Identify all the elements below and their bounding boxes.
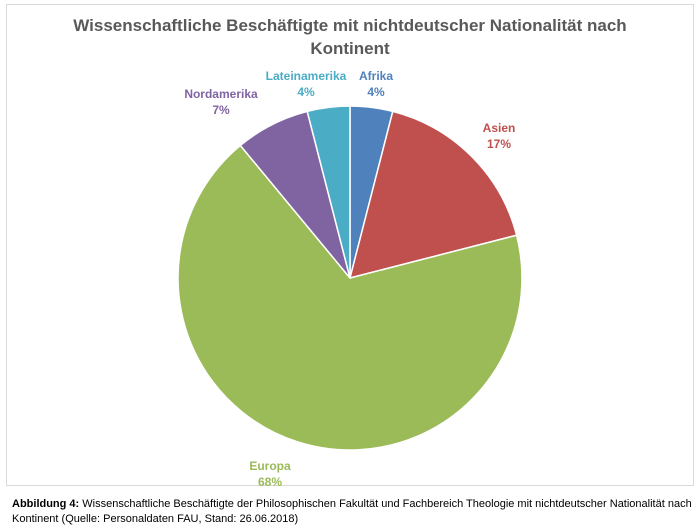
caption-label: Abbildung 4: [12, 498, 80, 510]
chart-title-line-1: Wissenschaftliche Beschäftigte mit nicht… [73, 16, 627, 35]
caption-text: Wissenschaftliche Beschäftigte der Philo… [12, 498, 692, 525]
pie-label-value: 4% [367, 85, 385, 99]
pie-chart: Afrika 4% Asien 17% Europa 68% Nordamerika 7% La… [177, 69, 523, 489]
figure-caption: Abbildung 4: Wissenschaftliche Beschäfti… [12, 497, 692, 527]
pie-label-category: Europa [249, 459, 291, 473]
pie-label-category: Nordamerika [184, 87, 258, 101]
pie-label-value: 7% [212, 103, 230, 117]
pie-label-asien: Asien 17% [483, 121, 516, 151]
pie-label-value: 68% [258, 475, 282, 489]
pie-label-lateinamerika: Lateinamerika 4% [266, 69, 347, 99]
pie-label-nordamerika: Nordamerika 7% [184, 87, 258, 117]
pie-label-europa: Europa 68% [249, 459, 291, 489]
pie-slice-lateinamerika [306, 105, 351, 279]
chart-title-line-2: Kontinent [310, 39, 390, 58]
chart-title: Wissenschaftliche Beschäftigte mit nicht… [0, 14, 700, 60]
pie-slice-europa [177, 144, 523, 451]
pie-label-category: Afrika [359, 69, 393, 83]
pie-label-afrika: Afrika 4% [359, 69, 393, 99]
pie-slice-asien [348, 110, 518, 280]
pie-label-category: Lateinamerika [266, 69, 347, 83]
pie-label-category: Asien [483, 121, 516, 135]
pie-label-value: 17% [487, 137, 511, 151]
pie-label-value: 4% [297, 85, 315, 99]
